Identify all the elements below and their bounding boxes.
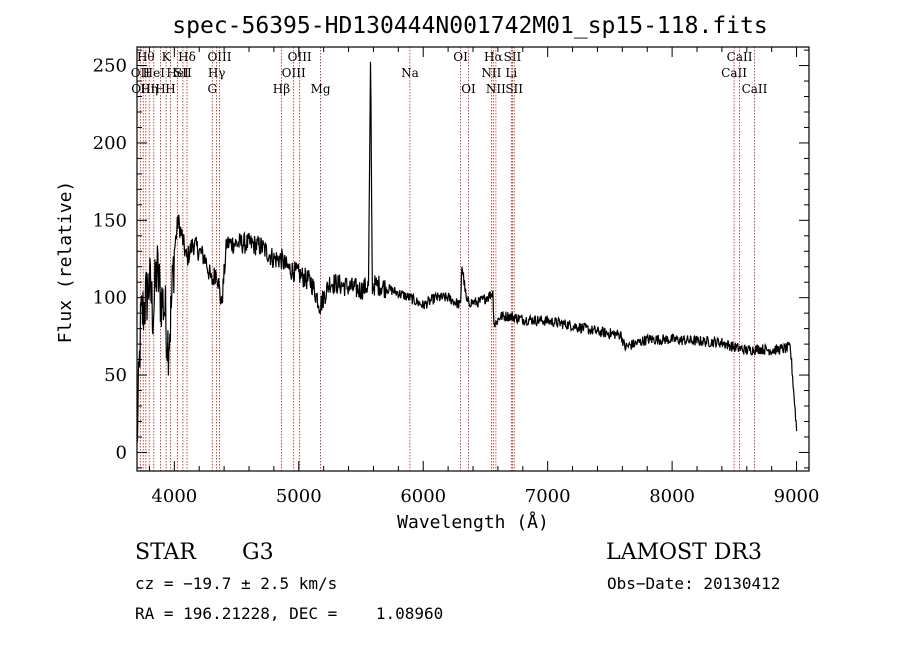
x-axis-label: Wavelength (Å) (397, 511, 549, 533)
y-axis-label: Flux (relative) (55, 181, 76, 344)
plot-frame (136, 46, 810, 472)
x-axis: 4000 5000 6000 7000 8000 9000 (148, 47, 820, 507)
line-label: G (207, 82, 217, 96)
line-label: H (165, 82, 175, 96)
x-tick-label: 6000 (400, 486, 446, 507)
line-label: SII (504, 50, 522, 64)
line-label: SII (505, 82, 523, 96)
line-label: OII (131, 66, 151, 80)
x-tick-label: 7000 (525, 486, 571, 507)
redshift-cz: cz = −19.7 ± 2.5 km/s (135, 574, 338, 593)
line-label: Hθ (137, 50, 155, 64)
line-label: Na (401, 66, 419, 80)
line-markers: OIIOIIIHθHηHeIHKHHeISIIHδGHγOIIIHβOIIIOI… (131, 47, 768, 471)
y-tick-label: 150 (93, 210, 127, 231)
line-label: CaII (742, 82, 768, 96)
spectrum-line (136, 61, 798, 442)
chart-title: spec-56395-HD130444N001742M01_sp15-118.f… (172, 13, 767, 39)
line-label: OI (453, 50, 468, 64)
line-label: CaII (721, 66, 747, 80)
y-tick-label: 250 (93, 56, 127, 77)
line-label: Li (505, 66, 517, 80)
x-tick-label: 4000 (151, 486, 197, 507)
survey-name: LAMOST DR3 (606, 540, 762, 565)
line-label: SII (174, 66, 192, 80)
y-axis: 0 50 100 150 200 250 (93, 49, 809, 469)
line-label: H (155, 82, 165, 96)
line-label: HeI (143, 66, 166, 80)
line-label: NII (481, 66, 501, 80)
line-label: Hγ (208, 66, 226, 80)
x-tick-label: 5000 (276, 486, 322, 507)
obs-date: Obs−Date: 20130412 (607, 574, 781, 593)
line-label: Hβ (273, 82, 290, 96)
line-label: Hδ (178, 50, 196, 64)
y-tick-label: 100 (93, 288, 127, 309)
y-tick-label: 200 (93, 133, 127, 154)
line-label: CaII (727, 50, 753, 64)
line-label: OI (461, 82, 476, 96)
object-subclass: G3 (242, 540, 274, 565)
line-label: Hα (484, 50, 503, 64)
object-type: STAR (135, 540, 196, 565)
line-label: NII (486, 82, 506, 96)
x-tick-label: 8000 (649, 486, 695, 507)
coordinates: RA = 196.21228, DEC = 1.08960 (135, 604, 444, 623)
line-label: OIII (282, 66, 306, 80)
line-label: HeI (166, 66, 189, 80)
line-label: OIII (288, 50, 312, 64)
line-label: K (162, 50, 172, 64)
y-tick-label: 0 (116, 442, 127, 463)
line-label: Mg (311, 82, 331, 96)
x-tick-label: 9000 (774, 486, 820, 507)
y-tick-label: 50 (104, 365, 127, 386)
line-label: OIII (207, 50, 231, 64)
